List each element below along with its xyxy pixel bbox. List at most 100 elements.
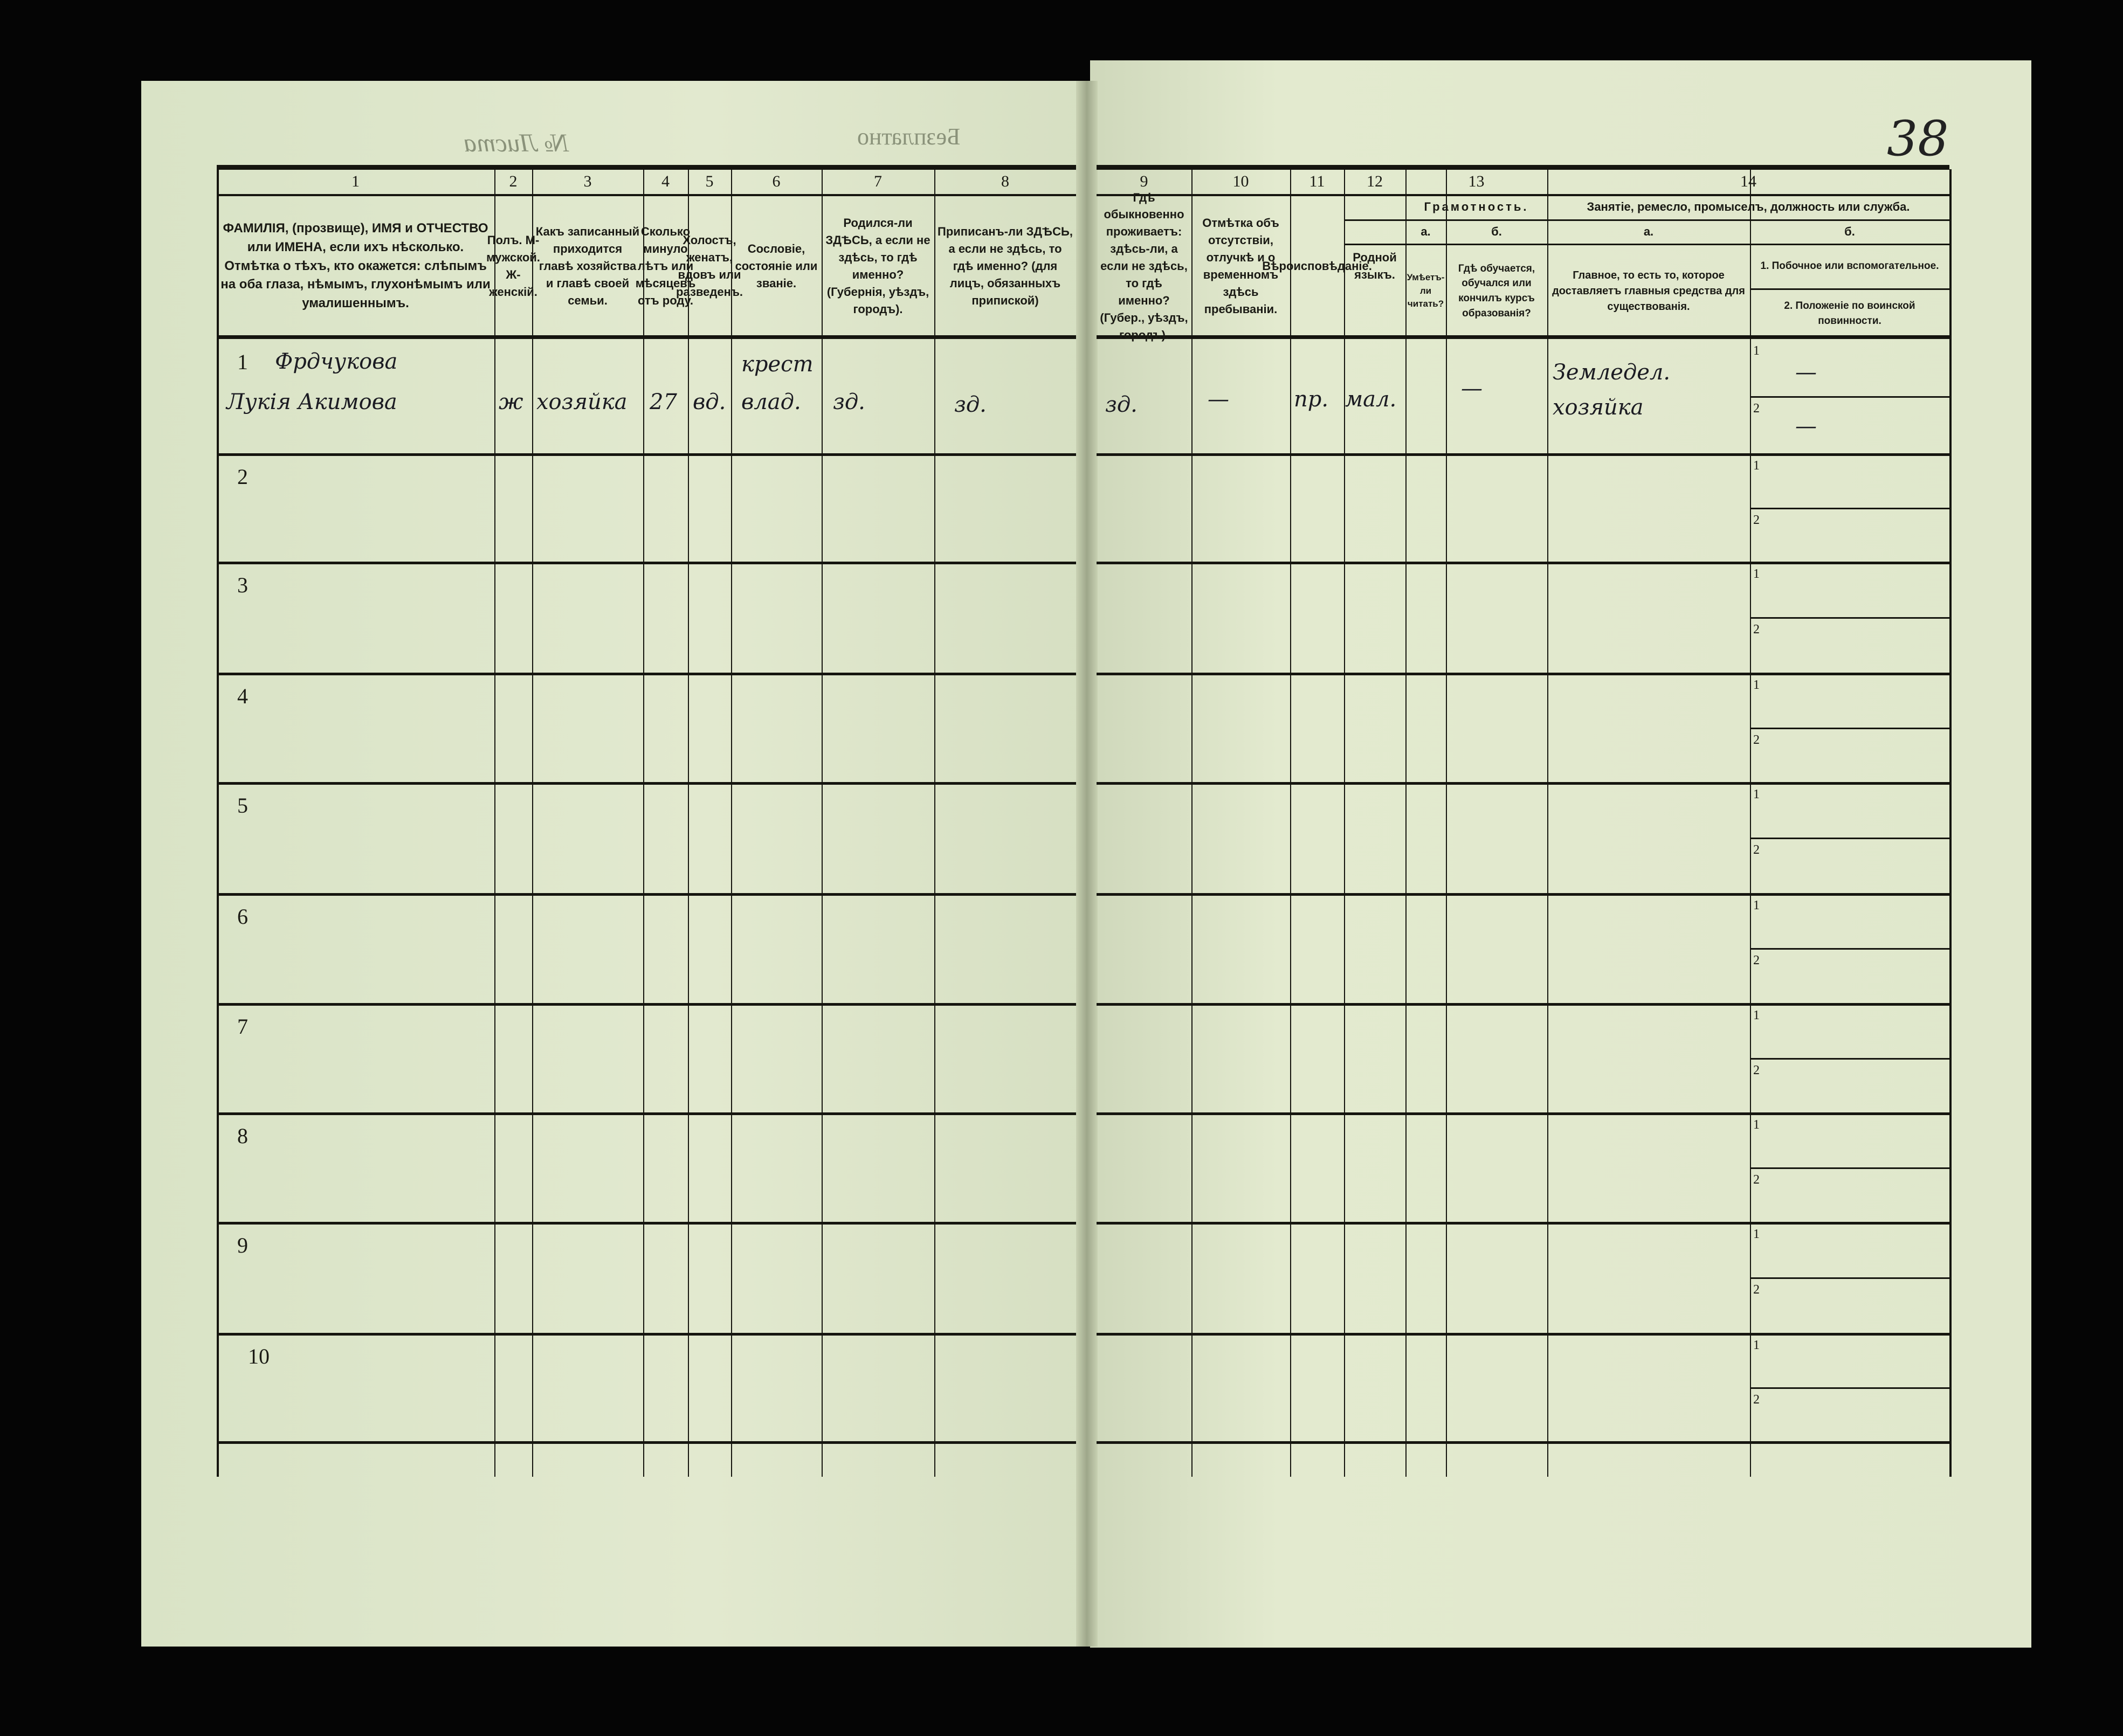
literacy-entry: — bbox=[1461, 376, 1483, 401]
language-entry: мал. bbox=[1345, 387, 1397, 412]
row-sub-rule bbox=[1750, 1167, 1949, 1169]
group-rule bbox=[1344, 219, 1949, 221]
row-number: 6 bbox=[237, 904, 248, 929]
occupation-group-header: Занятіе, ремесло, промыселъ, должность и… bbox=[1587, 199, 1910, 213]
given-name-entry: Лукія Акимова bbox=[226, 390, 397, 414]
sub-row-label: 2 bbox=[1753, 953, 1760, 967]
column-number-7: 7 bbox=[874, 172, 882, 191]
religion-entry: пр. bbox=[1294, 387, 1329, 412]
column-header-2: Полъ. М-мужской. Ж-женскій. bbox=[486, 233, 540, 299]
column-number-2: 2 bbox=[509, 172, 518, 191]
sub-row-label: 1 bbox=[1753, 1118, 1760, 1132]
sub-row-label: 1 bbox=[1753, 459, 1760, 473]
column-header-1: ФАМИЛІЯ, (прозвище), ИМЯ и ОТЧЕСТВО или … bbox=[220, 221, 491, 311]
side-occupation-entry: — bbox=[1795, 360, 1817, 385]
sub-row-label: 2 bbox=[1753, 843, 1760, 857]
sex-entry: ж bbox=[499, 390, 523, 414]
column-header-6: Сословіе, состояніе или званіе. bbox=[735, 242, 818, 290]
row-number: 7 bbox=[237, 1014, 248, 1039]
row-rule bbox=[217, 562, 1076, 564]
column-header-9: Гдѣ обыкновенно проживаетъ: здѣсь-ли, а … bbox=[1100, 190, 1188, 342]
row-number: 4 bbox=[237, 684, 248, 708]
row-rule bbox=[1097, 1441, 1949, 1444]
occupation-main-header: Главное, то есть то, которое доставляетъ… bbox=[1552, 269, 1745, 313]
row-number: 9 bbox=[237, 1233, 248, 1257]
residence-entry: зд. bbox=[1105, 392, 1138, 417]
column-number-10: 10 bbox=[1232, 172, 1249, 191]
row-rule bbox=[217, 453, 1076, 456]
column-rule bbox=[1949, 169, 1952, 1477]
row-sub-rule bbox=[1750, 728, 1949, 729]
birthplace-entry: зд. bbox=[833, 390, 865, 414]
table-top-border bbox=[1097, 165, 1949, 170]
row-rule bbox=[217, 893, 1076, 896]
literacy-a-label: а. bbox=[1421, 224, 1431, 238]
column-header-3: Какъ записанный приходится главѣ хозяйст… bbox=[535, 225, 640, 307]
row-number: 1 bbox=[237, 350, 248, 374]
column-header-7: Родился-ли ЗДѢСЬ, а если не здѣсь, то гд… bbox=[825, 216, 930, 316]
sub-row-label: 1 bbox=[1753, 567, 1760, 581]
row-rule bbox=[1097, 1333, 1949, 1336]
column-rule bbox=[822, 169, 823, 1477]
column-number-3: 3 bbox=[583, 172, 592, 191]
row-sub-rule bbox=[1750, 838, 1949, 839]
sub-row-label: 2 bbox=[1753, 513, 1760, 527]
row-number: 8 bbox=[237, 1124, 248, 1148]
military-status-header: 2. Положеніе по воинской повинности. bbox=[1784, 300, 1915, 327]
column-header-11: Вѣроисповѣданіе. bbox=[1262, 259, 1372, 273]
column-rule bbox=[1405, 169, 1407, 1477]
sub-row-label: 1 bbox=[1753, 678, 1760, 692]
row-rule bbox=[1097, 1112, 1949, 1115]
row-number: 5 bbox=[237, 793, 248, 818]
occupation-b-label: б. bbox=[1844, 224, 1855, 238]
sub-row-label: 1 bbox=[1753, 1227, 1760, 1241]
row-number: 10 bbox=[248, 1344, 270, 1368]
sub-row-label: 2 bbox=[1753, 1063, 1760, 1077]
column-number-14: 14 bbox=[1740, 172, 1756, 191]
column-number-5: 5 bbox=[705, 172, 714, 191]
column-rule bbox=[688, 169, 689, 1477]
column-rule bbox=[934, 169, 935, 1477]
column-rule bbox=[643, 169, 644, 1477]
sheet-number-label: № Листа bbox=[464, 129, 569, 157]
military-status-entry: — bbox=[1795, 414, 1817, 439]
column-number-12: 12 bbox=[1367, 172, 1383, 191]
column-number-8: 8 bbox=[1001, 172, 1009, 191]
occupation-a-label: а. bbox=[1643, 224, 1654, 238]
group-rule bbox=[1344, 244, 1949, 245]
row-rule bbox=[217, 673, 1076, 675]
column-number-6: 6 bbox=[772, 172, 781, 191]
row-rule bbox=[1097, 1003, 1949, 1006]
column-number-11: 11 bbox=[1309, 172, 1325, 191]
column-rule bbox=[1547, 169, 1548, 1477]
row-rule bbox=[1097, 1222, 1949, 1225]
column-header-4: Сколько минуло лѣтъ или мѣсяцевъ отъ род… bbox=[635, 225, 696, 307]
row-rule bbox=[217, 1112, 1076, 1115]
age-entry: 27 bbox=[650, 390, 677, 414]
literacy-a-header: Умѣетъ-ли читать? bbox=[1407, 272, 1445, 309]
literacy-group-header: Грамотность. bbox=[1424, 199, 1529, 213]
marital-status-entry: вд. bbox=[693, 390, 726, 414]
row-rule bbox=[1097, 453, 1949, 456]
row-number: 3 bbox=[237, 573, 248, 597]
header-bottom-rule bbox=[1097, 335, 1949, 339]
column-rule bbox=[1344, 169, 1345, 1477]
page-number: 38 bbox=[1887, 110, 1949, 167]
column-rule bbox=[217, 169, 219, 1477]
number-row-rule bbox=[217, 194, 1076, 196]
sub-row-label: 2 bbox=[1753, 623, 1760, 637]
row-rule bbox=[1097, 673, 1949, 675]
row-rule bbox=[217, 1003, 1076, 1006]
row-sub-rule bbox=[1750, 1277, 1949, 1279]
row-sub-rule bbox=[1750, 1058, 1949, 1060]
occupation-entry-2: хозяйка bbox=[1553, 395, 1644, 420]
number-row-rule bbox=[1097, 194, 1949, 196]
literacy-b-label: б. bbox=[1491, 224, 1502, 238]
sub-row-label: 1 bbox=[1753, 787, 1760, 801]
sub-row-label: 1 bbox=[1753, 1008, 1760, 1022]
registration-entry: зд. bbox=[954, 392, 987, 417]
estate-entry-2: влад. bbox=[741, 390, 801, 414]
row-rule bbox=[1097, 893, 1949, 896]
free-stamp: Безплатно bbox=[857, 123, 961, 150]
column-header-8: Приписанъ-ли ЗДѢСЬ, а если не здѣсь, то … bbox=[938, 225, 1073, 307]
